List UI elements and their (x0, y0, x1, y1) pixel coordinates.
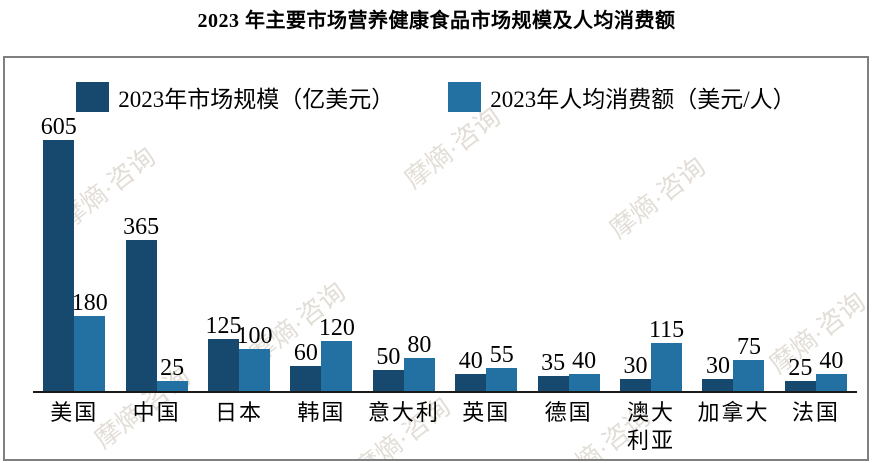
bar-market-size (784, 381, 816, 391)
legend-swatch-per-capita (448, 82, 482, 112)
bar-slot: 25 (156, 355, 188, 391)
bar-slot: 30 (620, 353, 652, 391)
x-axis-line (33, 391, 857, 393)
value-label: 120 (318, 314, 355, 341)
bar-per-capita (321, 341, 353, 391)
bar-group-4: 60 120 (280, 315, 362, 391)
bar-market-size (372, 370, 404, 391)
bar-slot: 40 (455, 348, 487, 391)
bar-per-capita (815, 374, 847, 391)
bar-group-9: 30 75 (692, 334, 774, 391)
bar-per-capita (733, 360, 765, 391)
value-label: 125 (205, 312, 242, 339)
value-label: 25 (788, 354, 813, 381)
bar-slot: 35 (537, 350, 569, 391)
value-label: 25 (160, 354, 185, 381)
category-label: 法国 (791, 400, 840, 425)
category-label: 美国 (50, 400, 99, 425)
bar-market-size (290, 366, 322, 391)
bar-per-capita (239, 349, 271, 391)
figure: 2023 年主要市场营养健康食品市场规模及人均消费额 摩熵·咨询 摩熵·咨询 摩熵·… (0, 4, 873, 461)
bar-market-size (125, 240, 157, 391)
bar-group-8: 30 115 (610, 317, 692, 391)
value-label: 40 (458, 347, 483, 374)
legend-label-market-size: 2023年市场规模（亿美元） (118, 87, 395, 112)
bar-per-capita (156, 381, 188, 391)
bar-per-capita (74, 316, 106, 391)
value-label: 50 (376, 343, 401, 370)
value-label: 180 (71, 289, 108, 316)
bar-group-3: 125 100 (198, 313, 280, 391)
chart-area: 摩熵·咨询 摩熵·咨询 摩熵·咨询 摩熵·咨询 摩熵·咨询 摩熵·咨询 摩熵·咨询 摩熵·咨询… (3, 56, 869, 461)
value-label: 365 (123, 213, 160, 240)
category-label: 澳大 利亚 (627, 400, 676, 453)
value-label: 60 (293, 339, 318, 366)
value-label: 30 (705, 352, 730, 379)
bar-slot: 40 (568, 348, 600, 391)
value-label: 40 (819, 347, 844, 374)
bar-group-7: 35 40 (527, 348, 609, 391)
category-label: 英国 (462, 400, 511, 425)
chart-title: 2023 年主要市场营养健康食品市场规模及人均消费额 (197, 10, 676, 32)
bar-market-size (620, 379, 652, 391)
value-label: 55 (489, 341, 514, 368)
bar-market-size (43, 140, 75, 391)
bar-per-capita (568, 374, 600, 391)
bar-group-2: 365 25 (115, 214, 197, 391)
bar-slot: 75 (733, 334, 765, 391)
category-label: 韩国 (297, 400, 346, 425)
bar-slot: 55 (486, 342, 518, 391)
bar-group-10: 25 40 (775, 348, 857, 391)
bar-slot: 30 (702, 353, 734, 391)
bar-slot: 40 (815, 348, 847, 391)
bar-slot: 365 (123, 214, 159, 391)
category-label: 中国 (132, 400, 181, 425)
bar-group-1: 605 180 (33, 114, 115, 391)
bar-market-size (455, 374, 487, 391)
bar-market-size (702, 379, 734, 391)
bar-per-capita (403, 358, 435, 391)
bar-slot: 50 (372, 344, 404, 391)
legend-swatch-market-size (76, 82, 110, 112)
bar-market-size (537, 376, 569, 391)
bar-slot: 125 (206, 313, 242, 391)
bar-slot: 25 (784, 355, 816, 391)
bar-group-5: 50 80 (363, 332, 445, 391)
value-label: 605 (40, 113, 77, 140)
bar-market-size (208, 339, 240, 391)
bar-slot: 120 (319, 315, 355, 391)
value-label: 40 (572, 347, 597, 374)
value-label: 115 (648, 316, 685, 343)
bar-groups: 605 180 365 25 125 100 60 120 50 80 40 55 35 40 30 115 3… (33, 58, 857, 391)
bar-slot: 605 (41, 114, 77, 391)
bar-slot: 100 (237, 323, 273, 391)
category-label: 意大利 (367, 400, 440, 425)
legend-item-market-size: 2023年市场规模（亿美元） (76, 80, 394, 114)
value-label: 80 (407, 331, 432, 358)
legend-item-per-capita: 2023年人均消费额（美元/人） (448, 80, 796, 114)
bar-per-capita (486, 368, 518, 391)
category-label: 德国 (544, 400, 593, 425)
value-label: 100 (236, 322, 273, 349)
value-label: 35 (541, 349, 566, 376)
legend-label-per-capita: 2023年人均消费额（美元/人） (490, 87, 796, 112)
category-label: 加拿大 (697, 400, 770, 425)
legend: 2023年市场规模（亿美元） 2023年人均消费额（美元/人） (5, 80, 867, 114)
value-label: 30 (623, 352, 648, 379)
bar-group-6: 40 55 (445, 342, 527, 391)
value-label: 75 (736, 333, 761, 360)
category-label: 日本 (215, 400, 264, 425)
bar-per-capita (651, 343, 683, 391)
bar-slot: 80 (403, 332, 435, 391)
bar-slot: 60 (290, 340, 322, 391)
bar-slot: 115 (649, 317, 684, 391)
bar-slot: 180 (72, 290, 108, 391)
category-labels: 美国 中国 日本 韩国 意大利 英国 德国 澳大 利亚 加拿大 法国 (33, 399, 857, 454)
